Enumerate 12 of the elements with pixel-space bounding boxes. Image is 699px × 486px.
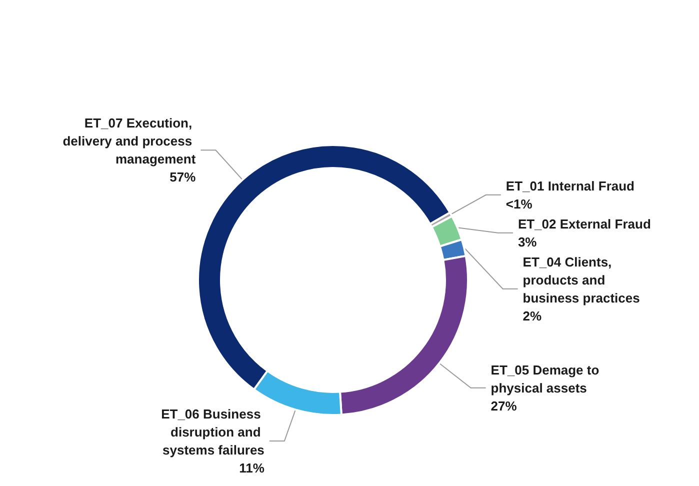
- data-label: 3%: [518, 234, 538, 250]
- data-label: 57%: [170, 170, 196, 185]
- slice-label: ET_02 External Fraud: [518, 216, 651, 232]
- data-label: <1%: [506, 196, 533, 212]
- data-label: 27%: [490, 398, 518, 414]
- slice-label: ET_06 Business disruption and systems failures: [161, 406, 264, 458]
- data-label: 11%: [239, 460, 265, 476]
- slice-label: ET_04 Clients, products and business practices: [522, 254, 640, 306]
- slice-label: ET_07 Execution, delivery and process management: [62, 116, 196, 167]
- slice-label: ET_05 Demage to physical assets: [490, 362, 603, 396]
- slice-label: ET_01 Internal Fraud: [506, 178, 635, 194]
- data-label: 2%: [522, 308, 542, 324]
